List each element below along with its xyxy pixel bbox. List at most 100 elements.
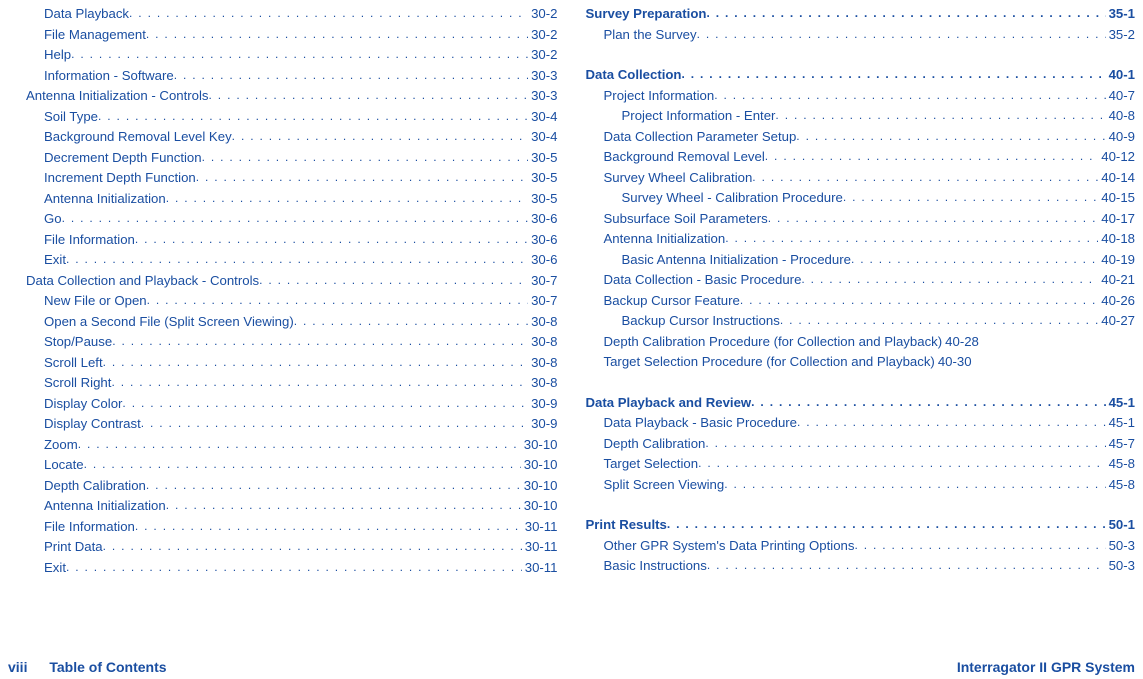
toc-entry-page: 30-8	[528, 373, 557, 394]
toc-entry[interactable]: Basic Instructions50-3	[586, 556, 1136, 577]
toc-dot-leader	[112, 331, 528, 352]
toc-entry[interactable]: Scroll Right30-8	[8, 373, 558, 394]
toc-entry-page: 35-1	[1106, 4, 1135, 25]
toc-entry-page: 40-28	[942, 332, 979, 353]
toc-entry[interactable]: Open a Second File (Split Screen Viewing…	[8, 312, 558, 333]
toc-entry[interactable]: Data Collection and Playback - Controls3…	[8, 271, 558, 292]
toc-dot-leader	[166, 495, 521, 516]
toc-dot-leader	[851, 249, 1098, 270]
toc-entry[interactable]: Go30-6	[8, 209, 558, 230]
toc-entry[interactable]: Data Playback - Basic Procedure45-1	[586, 413, 1136, 434]
toc-entry[interactable]: Antenna Initialization30-5	[8, 189, 558, 210]
toc-entry[interactable]: Data Collection40-1	[586, 65, 1136, 86]
toc-entry[interactable]: Antenna Initialization40-18	[586, 229, 1136, 250]
toc-dot-leader	[801, 269, 1098, 290]
toc-entry-page: 30-8	[528, 332, 557, 353]
toc-entry[interactable]: Print Data30-11	[8, 537, 558, 558]
toc-entry[interactable]: Background Removal Level 40-12	[586, 147, 1136, 168]
toc-dot-leader	[294, 311, 528, 332]
toc-entry[interactable]: Soil Type30-4	[8, 107, 558, 128]
toc-dot-leader	[196, 167, 528, 188]
toc-entry-page: 45-7	[1106, 434, 1135, 455]
toc-entry[interactable]: Print Results50-1	[586, 515, 1136, 536]
toc-entry[interactable]: Data Playback30-2	[8, 4, 558, 25]
toc-entry[interactable]: File Information30-6	[8, 230, 558, 251]
toc-entry[interactable]: Data Collection Parameter Setup40-9	[586, 127, 1136, 148]
toc-dot-leader	[775, 105, 1105, 126]
toc-entry[interactable]: Backup Cursor Feature40-26	[586, 291, 1136, 312]
toc-entry[interactable]: Stop/Pause30-8	[8, 332, 558, 353]
toc-entry[interactable]: Depth Calibration30-10	[8, 476, 558, 497]
toc-entry[interactable]: Exit30-11	[8, 558, 558, 579]
toc-entry-label: Basic Instructions	[604, 556, 707, 577]
toc-entry-label: Target Selection Procedure (for Collecti…	[604, 352, 935, 373]
toc-entry[interactable]: Antenna Initialization - Controls30-3	[8, 86, 558, 107]
toc-entry[interactable]: Subsurface Soil Parameters40-17	[586, 209, 1136, 230]
toc-entry[interactable]: Project Information40-7	[586, 86, 1136, 107]
toc-entry-label: Basic Antenna Initialization - Procedure	[622, 250, 851, 271]
toc-entry-page: 30-11	[522, 558, 558, 579]
toc-entry-page: 30-10	[521, 455, 558, 476]
toc-entry[interactable]: Survey Wheel Calibration40-14	[586, 168, 1136, 189]
toc-entry[interactable]: Split Screen Viewing45-8	[586, 475, 1136, 496]
toc-dot-leader	[66, 249, 528, 270]
toc-entry[interactable]: Display Color30-9	[8, 394, 558, 415]
toc-entry[interactable]: Exit30-6	[8, 250, 558, 271]
toc-entry-label: Exit	[44, 250, 66, 271]
toc-entry[interactable]: Locate30-10	[8, 455, 558, 476]
toc-entry[interactable]: Increment Depth Function30-5	[8, 168, 558, 189]
toc-entry[interactable]: Help30-2	[8, 45, 558, 66]
toc-entry-label: Background Removal Level Key	[44, 127, 232, 148]
toc-entry[interactable]: File Management30-2	[8, 25, 558, 46]
toc-entry[interactable]: Antenna Initialization30-10	[8, 496, 558, 517]
toc-entry[interactable]: Display Contrast30-9	[8, 414, 558, 435]
toc-entry[interactable]: Decrement Depth Function30-5	[8, 148, 558, 169]
toc-entry[interactable]: Depth Calibration Procedure (for Collect…	[586, 332, 1136, 353]
toc-entry-page: 40-7	[1106, 86, 1135, 107]
toc-dot-leader	[682, 64, 1106, 85]
toc-entry-label: Antenna Initialization	[44, 496, 166, 517]
toc-entry-page: 30-7	[528, 291, 557, 312]
toc-entry-page: 40-12	[1098, 147, 1135, 168]
toc-entry-page: 50-3	[1106, 536, 1135, 557]
toc-entry-page: 30-9	[528, 414, 557, 435]
toc-entry[interactable]: Information - Software30-3	[8, 66, 558, 87]
toc-entry[interactable]: Background Removal Level Key30-4	[8, 127, 558, 148]
toc-dot-leader	[707, 555, 1106, 576]
toc-entry[interactable]: Target Selection Procedure (for Collecti…	[586, 352, 1136, 373]
toc-entry[interactable]: Other GPR System's Data Printing Options…	[586, 536, 1136, 557]
toc-dot-leader	[259, 270, 528, 291]
toc-spacer	[586, 495, 1136, 515]
toc-entry-label: Display Color	[44, 394, 122, 415]
toc-entry[interactable]: New File or Open30-7	[8, 291, 558, 312]
toc-entry-label: Background Removal Level	[604, 147, 765, 168]
toc-entry-page: 30-2	[528, 4, 557, 25]
toc-entry-page: 30-7	[528, 271, 557, 292]
toc-entry-label: Project Information - Enter	[622, 106, 776, 127]
toc-dot-leader	[725, 228, 1098, 249]
toc-entry[interactable]: Target Selection45-8	[586, 454, 1136, 475]
toc-entry-label: Soil Type	[44, 107, 98, 128]
toc-entry[interactable]: Plan the Survey35-2	[586, 25, 1136, 46]
toc-entry[interactable]: Backup Cursor Instructions40-27	[586, 311, 1136, 332]
toc-dot-leader	[706, 3, 1105, 24]
toc-entry[interactable]: Basic Antenna Initialization - Procedure…	[586, 250, 1136, 271]
toc-entry[interactable]: Data Playback and Review45-1	[586, 393, 1136, 414]
toc-entry-page: 30-5	[528, 148, 557, 169]
toc-entry[interactable]: Survey Preparation35-1	[586, 4, 1136, 25]
toc-entry[interactable]: File Information30-11	[8, 517, 558, 538]
toc-dot-leader	[752, 167, 1098, 188]
toc-entry-page: 30-11	[522, 517, 558, 538]
toc-entry[interactable]: Scroll Left30-8	[8, 353, 558, 374]
toc-entry-label: Print Data	[44, 537, 103, 558]
toc-entry[interactable]: Depth Calibration45-7	[586, 434, 1136, 455]
toc-dot-leader	[796, 126, 1105, 147]
toc-entry-page: 45-8	[1106, 454, 1135, 475]
toc-entry[interactable]: Zoom30-10	[8, 435, 558, 456]
toc-entry-label: Increment Depth Function	[44, 168, 196, 189]
toc-entry[interactable]: Data Collection - Basic Procedure40-21	[586, 270, 1136, 291]
toc-entry[interactable]: Survey Wheel - Calibration Procedure40-1…	[586, 188, 1136, 209]
toc-dot-leader	[724, 474, 1105, 495]
toc-entry-label: Backup Cursor Instructions	[622, 311, 780, 332]
toc-entry[interactable]: Project Information - Enter40-8	[586, 106, 1136, 127]
